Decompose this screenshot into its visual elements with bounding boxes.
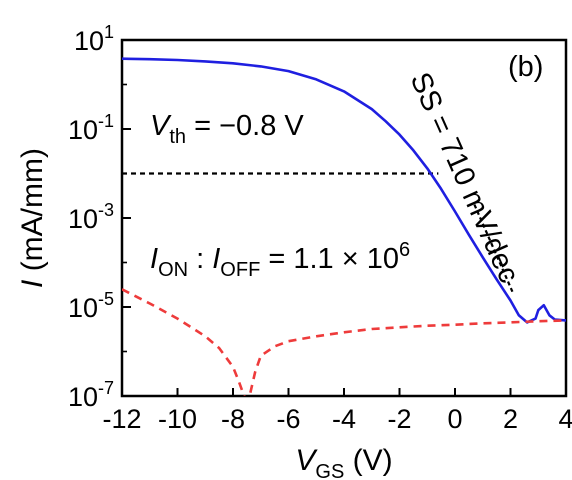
x-tick-label: 0	[447, 404, 462, 434]
x-tick-label: -10	[158, 404, 197, 434]
y-tick-label: 101	[74, 22, 114, 56]
series-line-off-current	[122, 288, 566, 396]
x-tick-label: -4	[332, 404, 356, 434]
x-tick-label: -2	[387, 404, 411, 434]
y-tick-label: 10-3	[68, 200, 114, 234]
panel-label: (b)	[508, 51, 543, 83]
x-tick-label: -12	[102, 404, 141, 434]
y-axis-ticks: 101 10-1 10-3 10-5 10-7	[68, 22, 131, 412]
on-off-ratio-annotation: ION : IOFF = 1.1 × 106	[150, 239, 410, 281]
x-tick-label: -6	[276, 404, 300, 434]
y-tick-label: 10-1	[68, 111, 114, 145]
x-axis-label: VGS (V)	[295, 444, 392, 480]
x-axis-ticks: -12 -10 -8 -6 -4 -2 0 2 4	[102, 388, 572, 434]
x-tick-label: 2	[503, 404, 518, 434]
ss-annotation: SS = 710 mV/dec	[404, 68, 525, 288]
x-tick-label: -8	[221, 404, 245, 434]
vth-annotation: Vth = −0.8 V	[150, 110, 304, 148]
y-tick-label: 10-5	[68, 289, 114, 323]
y-axis-label: I (mA/mm)	[16, 148, 49, 288]
ss-fit-line	[473, 204, 515, 295]
y-tick-label: 10-7	[68, 378, 114, 412]
series-line-on-current	[122, 57, 566, 324]
x-tick-label: 4	[558, 404, 572, 434]
